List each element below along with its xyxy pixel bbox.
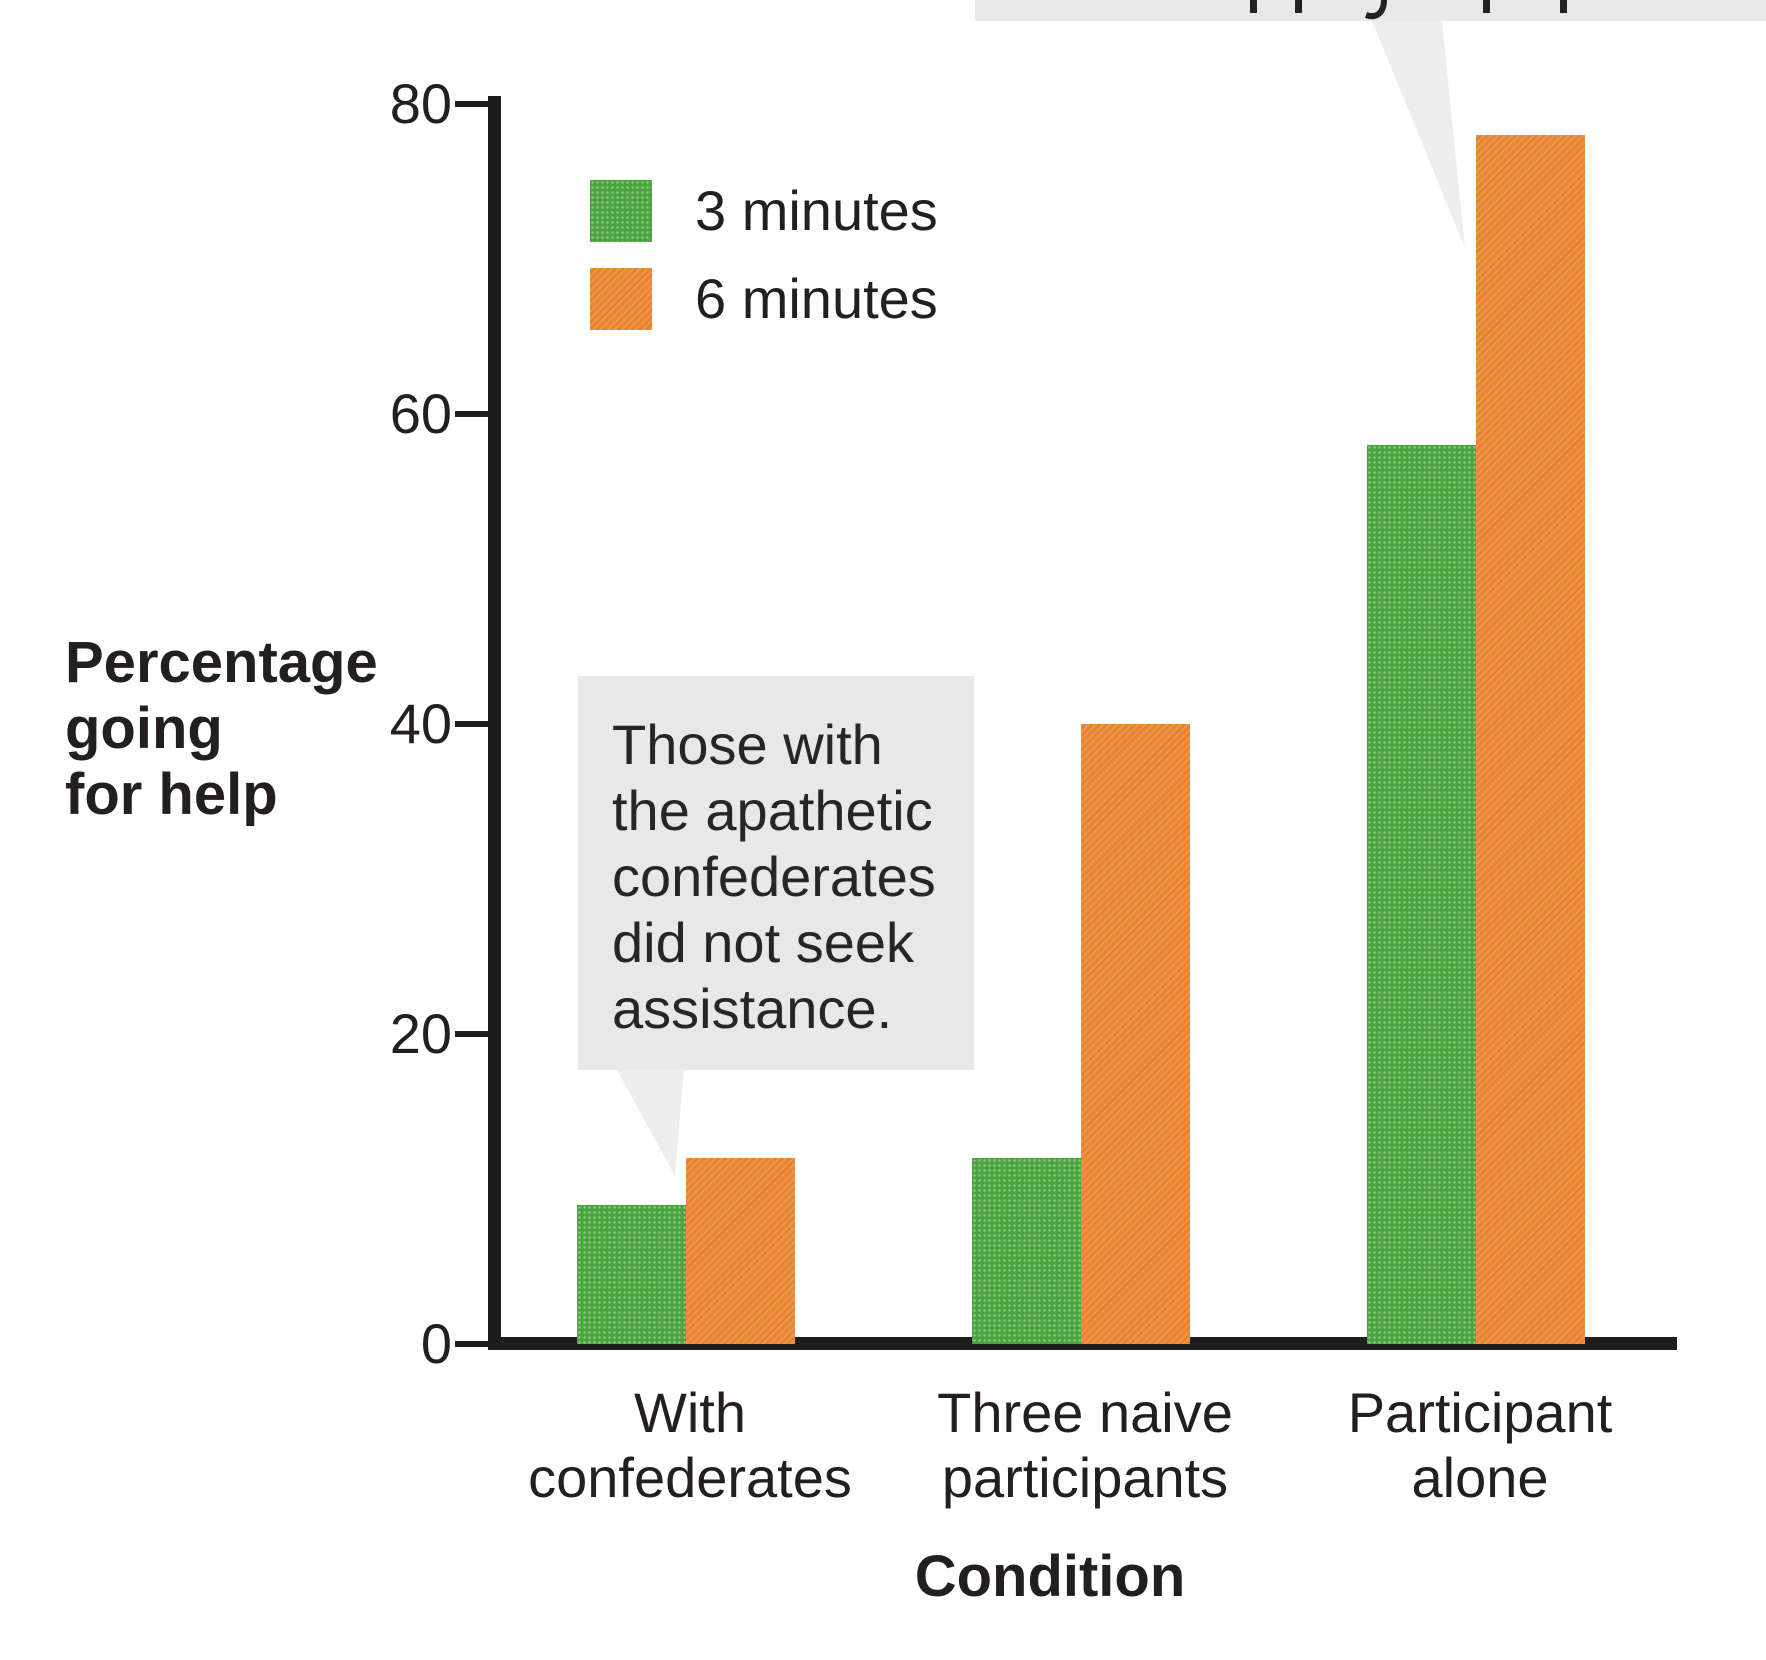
x-category-label: Participant alone (1347, 1381, 1613, 1509)
legend-swatch-3-minutes (590, 180, 652, 242)
y-tick (455, 411, 488, 417)
y-tick-label: 40 (389, 692, 452, 755)
annotation-line: Those with (612, 713, 883, 776)
x-category-label: Three naive participants (937, 1381, 1233, 1509)
annotation-callout: Those with the apathetic confederates di… (578, 676, 974, 1070)
bar-orange-3 (1476, 135, 1585, 1344)
annotation-callout-tail (617, 1070, 684, 1176)
x-axis-title: Condition (914, 1544, 1186, 1609)
bar-green-2 (972, 1158, 1081, 1344)
legend-label-3-minutes: 3 minutes (695, 179, 938, 242)
y-tick (455, 101, 488, 107)
annotation-line: assistance. (612, 977, 893, 1040)
bar-green-3 (1367, 445, 1476, 1344)
bar-orange-1 (686, 1158, 795, 1344)
y-tick (455, 1031, 488, 1037)
y-tick-label: 80 (389, 72, 452, 135)
y-tick (455, 721, 488, 727)
y-axis-title-line: going (65, 696, 223, 761)
x-category-label: With confederates (528, 1381, 852, 1509)
annotation-line: did not seek (612, 911, 914, 974)
y-tick (455, 1341, 488, 1347)
y-tick-label: 0 (420, 1312, 452, 1375)
legend-swatch-6-minutes (590, 268, 652, 330)
annotation-line: confederates (612, 845, 936, 908)
cutoff-callout-tail (1372, 21, 1465, 248)
y-axis-title: Percentage going for help (65, 630, 378, 828)
cutoff-callout-box (975, 0, 1766, 21)
y-axis-line (488, 96, 501, 1350)
y-axis-title-line: for help (65, 762, 278, 827)
bar-green-1 (577, 1204, 686, 1344)
y-tick-label: 20 (389, 1002, 452, 1065)
bar-orange-2 (1081, 724, 1190, 1344)
y-axis-title-line: Percentage (65, 630, 378, 695)
y-tick-label: 60 (389, 382, 452, 445)
annotation-line: the apathetic (612, 779, 933, 842)
legend-label-6-minutes: 6 minutes (695, 267, 938, 330)
